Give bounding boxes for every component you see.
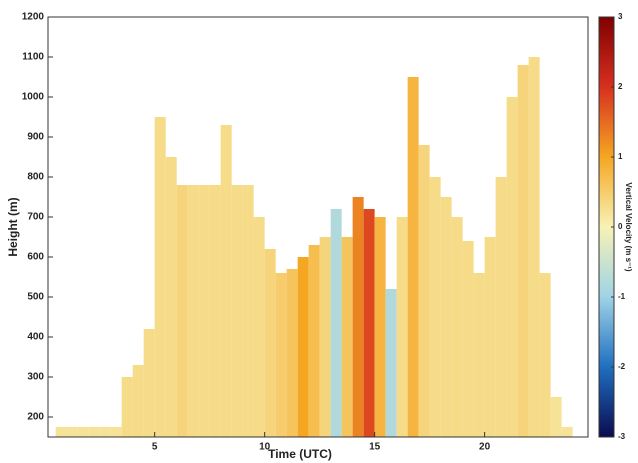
heat-column	[418, 145, 430, 437]
heat-column	[88, 427, 100, 437]
heat-column	[528, 57, 540, 437]
heat-column	[506, 97, 518, 437]
heat-column	[165, 157, 177, 437]
heat-column	[495, 177, 507, 437]
heat-column	[462, 241, 474, 437]
colorbar-tick-label: 2	[618, 82, 623, 91]
heat-column	[396, 217, 408, 437]
colorbar-tick-label: -3	[618, 432, 626, 441]
heat-column	[517, 65, 529, 437]
heat-column	[242, 185, 254, 437]
y-tick-label: 1200	[22, 12, 45, 23]
y-axis-label: Height (m)	[6, 197, 20, 256]
colorbar-tick-label: 3	[618, 12, 623, 21]
x-tick-label: 15	[369, 442, 381, 453]
x-tick-label: 10	[259, 442, 271, 453]
y-tick-label: 500	[27, 292, 44, 303]
heat-column	[187, 185, 199, 437]
heat-column	[231, 185, 243, 437]
heat-column	[253, 217, 265, 437]
heat-column	[132, 365, 144, 437]
x-tick-label: 5	[152, 442, 158, 453]
heat-column	[550, 397, 562, 437]
heat-column	[220, 125, 232, 437]
heat-column	[385, 289, 397, 437]
heat-column	[539, 273, 551, 437]
heat-column	[440, 197, 452, 437]
heat-column	[198, 185, 210, 437]
colorbar-label: Vertical Velocity (m s⁻¹)	[624, 182, 633, 271]
heat-column	[77, 427, 89, 437]
heat-column	[308, 245, 320, 437]
y-tick-label: 600	[27, 252, 44, 263]
heat-column	[55, 427, 67, 437]
y-tick-label: 300	[27, 372, 44, 383]
heat-column	[176, 185, 188, 437]
heat-column	[99, 427, 111, 437]
y-tick-label: 800	[27, 172, 44, 183]
heat-column	[264, 249, 276, 437]
y-tick-label: 1000	[22, 92, 45, 103]
heat-column	[154, 117, 166, 437]
y-tick-label: 1100	[22, 52, 44, 63]
heat-column	[143, 329, 155, 437]
y-tick-label: 400	[27, 332, 44, 343]
y-tick-label: 200	[27, 412, 44, 423]
heat-column	[286, 269, 298, 437]
heat-column	[297, 257, 309, 437]
x-axis-label: Time (UTC)	[268, 447, 332, 461]
heat-column	[209, 185, 221, 437]
colorbar-tick-label: 1	[618, 152, 623, 161]
heat-column	[110, 427, 122, 437]
heat-column	[451, 217, 463, 437]
colorbar-tick-label: 0	[618, 222, 623, 231]
heat-column	[330, 209, 342, 437]
y-tick-label: 700	[27, 212, 44, 223]
heat-column	[341, 237, 353, 437]
heat-column	[363, 209, 375, 437]
colorbar-tick-label: -1	[618, 292, 626, 301]
heat-column	[473, 273, 485, 437]
heat-column	[352, 197, 364, 437]
heat-column	[121, 377, 133, 437]
heat-column	[407, 77, 419, 437]
heat-column	[66, 427, 78, 437]
plot-frame	[47, 16, 589, 438]
heat-column	[561, 427, 573, 437]
colorbar-tick-label: -2	[618, 362, 626, 371]
heat-column	[275, 273, 287, 437]
heat-column	[429, 177, 441, 437]
heat-column	[319, 237, 331, 437]
heat-column	[484, 237, 496, 437]
y-tick-label: 900	[27, 132, 44, 143]
x-tick-label: 20	[479, 442, 491, 453]
heat-column	[374, 217, 386, 437]
